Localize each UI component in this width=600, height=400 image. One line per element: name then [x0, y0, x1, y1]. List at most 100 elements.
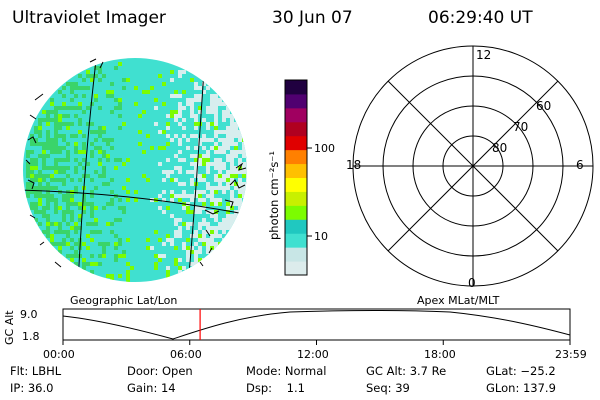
earth-pixel	[182, 106, 186, 110]
earth-pixel	[202, 118, 206, 122]
colorbar-segment	[285, 93, 307, 109]
earth-pixel	[46, 142, 50, 146]
info-ip: IP: 36.0	[10, 381, 54, 395]
earth-pixel	[230, 126, 234, 130]
earth-pixel	[90, 254, 94, 258]
earth-pixel	[178, 218, 182, 222]
earth-pixel	[102, 126, 106, 130]
earth-pixel	[230, 174, 234, 178]
earth-pixel	[74, 94, 78, 98]
earth-pixel	[242, 186, 246, 190]
earth-pixel	[230, 222, 234, 226]
earth-pixel	[34, 178, 38, 182]
colorbar-tick-label: 10	[314, 230, 328, 243]
earth-pixel	[50, 194, 54, 198]
earth-pixel	[246, 166, 247, 170]
earth-pixel	[58, 178, 62, 182]
earth-pixel	[122, 206, 126, 210]
left-panel-caption: Geographic Lat/Lon	[70, 294, 177, 307]
earth-pixel	[94, 66, 98, 70]
colorbar: 100 10 photon cm⁻²s⁻¹	[267, 79, 335, 276]
earth-pixel	[74, 142, 78, 146]
earth-pixel	[190, 162, 194, 166]
info-filter: Flt: LBHL	[10, 364, 62, 378]
earth-pixel	[214, 134, 218, 138]
earth-pixel	[218, 242, 222, 246]
earth-pixel	[182, 222, 186, 226]
earth-pixel	[206, 226, 210, 230]
colorbar-segment	[285, 107, 307, 123]
earth-pixel	[230, 154, 234, 158]
earth-pixel	[218, 186, 222, 190]
earth-pixel	[178, 194, 182, 198]
earth-pixel	[214, 242, 218, 246]
earth-pixel	[30, 206, 34, 210]
earth-pixel	[242, 138, 246, 142]
earth-pixel	[54, 142, 58, 146]
earth-pixel	[94, 186, 98, 190]
earth-pixel	[54, 162, 58, 166]
mlat-label-70: 70	[513, 120, 528, 134]
earth-pixel	[46, 194, 50, 198]
earth-pixel	[198, 250, 202, 254]
earth-pixel	[202, 206, 206, 210]
earth-pixel	[58, 246, 62, 250]
earth-pixel	[86, 202, 90, 206]
earth-pixel	[50, 102, 54, 106]
earth-pixel	[226, 130, 230, 134]
earth-pixel	[78, 102, 82, 106]
earth-pixel	[34, 158, 38, 162]
earth-pixel	[110, 178, 114, 182]
earth-pixel	[226, 226, 230, 230]
earth-pixel	[34, 174, 38, 178]
earth-pixel	[42, 154, 46, 158]
earth-pixel	[74, 170, 78, 174]
earth-pixel	[198, 110, 202, 114]
earth-pixel	[234, 146, 238, 150]
earth-pixel	[62, 106, 66, 110]
earth-pixel	[238, 170, 242, 174]
earth-pixel	[110, 278, 114, 282]
earth-pixel	[210, 102, 214, 106]
earth-pixel	[90, 190, 94, 194]
earth-pixel	[230, 118, 234, 122]
earth-pixel	[170, 214, 174, 218]
earth-pixel	[82, 258, 86, 262]
earth-pixel	[42, 214, 46, 218]
earth-pixel	[62, 114, 66, 118]
earth-pixel	[206, 222, 210, 226]
earth-pixel	[46, 198, 50, 202]
earth-pixel	[62, 198, 66, 202]
earth-pixel	[194, 126, 198, 130]
earth-pixel	[198, 138, 202, 142]
earth-pixel	[162, 254, 166, 258]
earth-pixel	[218, 182, 222, 186]
earth-pixel	[218, 98, 222, 102]
earth-pixel	[186, 254, 190, 258]
earth-pixel	[206, 230, 210, 234]
earth-pixel	[234, 214, 238, 218]
colorbar-segment	[285, 121, 307, 137]
earth-pixel	[162, 242, 166, 246]
earth-pixel	[38, 210, 42, 214]
earth-pixel	[78, 202, 82, 206]
earth-pixel	[114, 98, 118, 102]
earth-pixel	[38, 130, 42, 134]
earth-pixel	[74, 86, 78, 90]
earth-pixel	[214, 126, 218, 130]
earth-pixel	[206, 126, 210, 130]
earth-pixel	[54, 146, 58, 150]
earth-pixel	[86, 86, 90, 90]
earth-pixel	[186, 250, 190, 254]
earth-pixel	[182, 246, 186, 250]
earth-pixel	[26, 170, 30, 174]
earth-pixel	[174, 234, 178, 238]
earth-pixel	[82, 210, 86, 214]
earth-pixel	[38, 142, 42, 146]
earth-pixel	[214, 186, 218, 190]
earth-pixel	[202, 242, 206, 246]
earth-pixel	[214, 110, 218, 114]
earth-pixel	[102, 206, 106, 210]
earth-pixel	[218, 162, 222, 166]
earth-pixel	[210, 94, 214, 98]
